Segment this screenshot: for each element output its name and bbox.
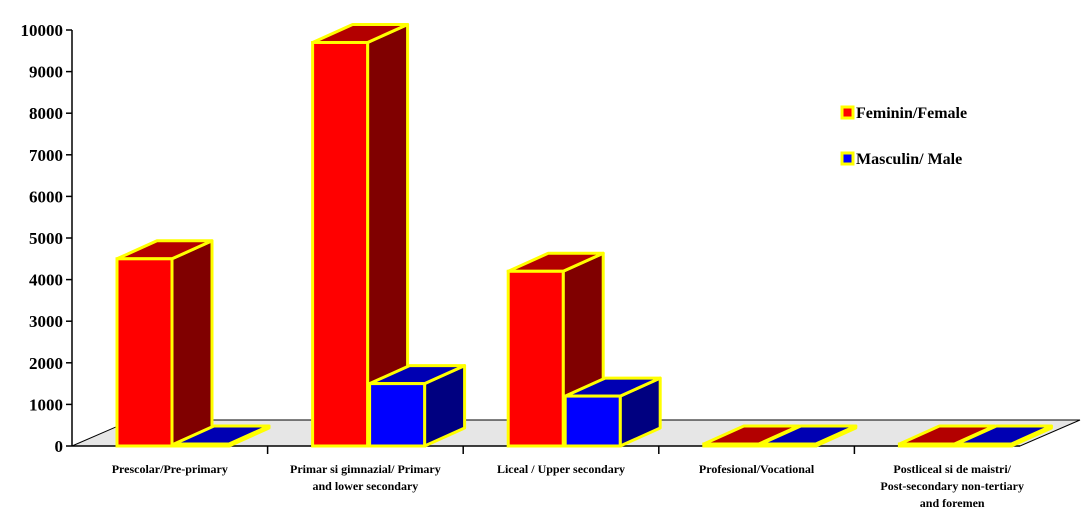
bar-female-1 (311, 22, 410, 448)
bar-male-0 (172, 424, 271, 448)
bar-front-face (172, 442, 231, 448)
x-category-label-line: Prescolar/Pre-primary (112, 462, 228, 476)
bar-front-face (954, 442, 1013, 448)
bar-male-3 (759, 424, 858, 448)
y-tick-label: 7000 (29, 146, 63, 165)
y-tick-label: 10000 (21, 21, 64, 40)
bar-male-4 (954, 424, 1053, 448)
y-tick-label: 8000 (29, 104, 63, 123)
x-category-label: Prescolar/Pre-primary (112, 462, 228, 476)
y-tick-label: 1000 (29, 395, 63, 414)
x-category-label-line: and foremen (920, 496, 985, 510)
x-category-label: Profesional/Vocational (699, 462, 815, 476)
x-category-label: Postliceal si de maistri/Post-secondary … (880, 462, 1024, 510)
bar-female-0 (115, 239, 214, 448)
x-category-label-line: Profesional/Vocational (699, 462, 815, 476)
bar-front-face (897, 442, 956, 448)
bar-front-face (506, 269, 565, 448)
bar-side-face (170, 239, 214, 448)
bar-front-face (759, 442, 818, 448)
legend-label: Masculin/ Male (856, 151, 962, 168)
bar-front-face (311, 40, 370, 448)
legend-label: Feminin/Female (856, 105, 967, 122)
x-category-label: Primar si gimnazial/ Primary and lower se… (290, 462, 441, 493)
y-tick-label: 9000 (29, 63, 63, 82)
bar-front-face (368, 382, 427, 448)
bar-front-face (702, 442, 761, 448)
bar-front-face (563, 394, 622, 448)
x-category-label-line: Postliceal si de maistri/ (893, 462, 1011, 476)
x-category-label-line: Primar si gimnazial/ Primary (290, 462, 441, 476)
y-tick-label: 5000 (29, 229, 63, 248)
y-tick-label: 3000 (29, 312, 63, 331)
x-category-label-line: and lower secondary (313, 479, 419, 493)
bar-front-face (115, 257, 174, 448)
x-category-label: Liceal / Upper secondary (497, 462, 625, 476)
y-tick-label: 6000 (29, 187, 63, 206)
bar-male-2 (563, 376, 662, 448)
bar-male-1 (368, 364, 467, 448)
legend-swatch (840, 151, 855, 166)
y-tick-label: 0 (55, 437, 64, 456)
x-category-label-line: Liceal / Upper secondary (497, 462, 625, 476)
legend-swatch (840, 105, 855, 120)
y-tick-label: 2000 (29, 354, 63, 373)
y-tick-label: 4000 (29, 271, 63, 290)
x-category-label-line: Post-secondary non-tertiary (880, 479, 1024, 493)
